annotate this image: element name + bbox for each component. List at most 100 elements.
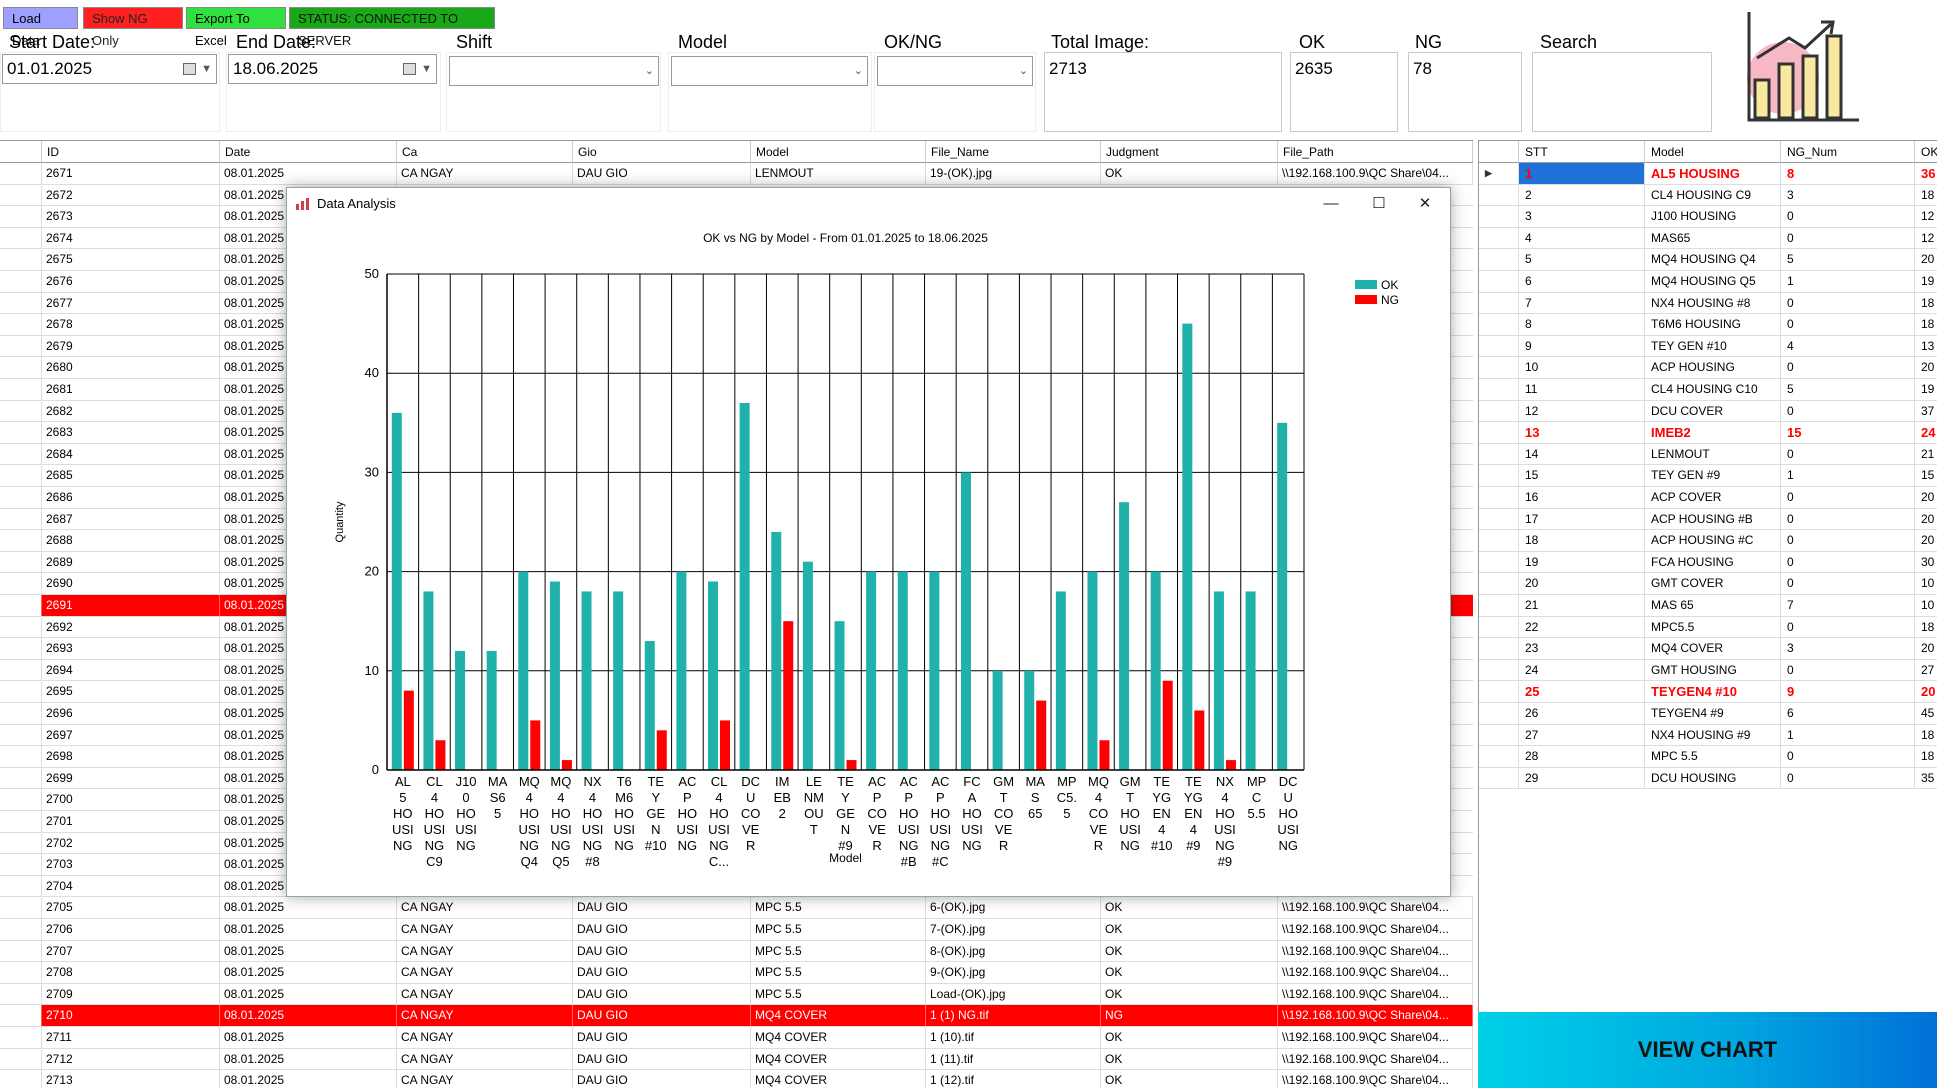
row-selector[interactable] — [1479, 595, 1519, 616]
close-button[interactable]: ✕ — [1418, 195, 1432, 212]
row-selector[interactable] — [0, 314, 42, 336]
search-input[interactable] — [1532, 52, 1712, 132]
data-analysis-dialog[interactable]: Data Analysis — ☐ ✕ OK vs NG by Model - … — [286, 187, 1451, 897]
table-row[interactable]: 2713 08.01.2025 CA NGAY DAU GIO MQ4 COVER 1 (… — [0, 1070, 1473, 1088]
row-selector[interactable] — [0, 357, 42, 379]
summary-row[interactable]: 22 MPC5.5 0 18 — [1479, 616, 1937, 639]
row-selector[interactable] — [0, 551, 42, 573]
summary-row[interactable]: 14 LENMOUT 0 21 — [1479, 443, 1937, 466]
row-selector[interactable] — [0, 163, 42, 184]
row-selector[interactable] — [0, 249, 42, 271]
row-selector[interactable] — [1479, 681, 1519, 703]
column-header[interactable]: Model — [751, 141, 926, 163]
chevron-down-icon[interactable]: ⌄ — [644, 65, 654, 77]
column-header[interactable]: File_Path — [1278, 141, 1473, 163]
row-selector[interactable] — [0, 271, 42, 292]
table-row[interactable]: 2708 08.01.2025 CA NGAY DAU GIO MPC 5.5 9-(OK… — [0, 962, 1473, 984]
column-header[interactable]: Model — [1645, 141, 1781, 163]
summary-row[interactable]: 16 ACP COVER 0 20 — [1479, 487, 1937, 509]
row-selector[interactable] — [0, 703, 42, 724]
column-header[interactable]: ID — [42, 141, 220, 163]
row-selector[interactable] — [0, 638, 42, 660]
column-header[interactable]: File_Name — [926, 141, 1101, 163]
row-selector[interactable] — [1479, 249, 1519, 271]
row-selector[interactable] — [0, 206, 42, 228]
chevron-down-icon[interactable]: ▼ — [421, 63, 432, 75]
row-selector[interactable] — [0, 962, 42, 984]
row-selector[interactable] — [0, 1070, 42, 1088]
column-header[interactable]: OK_ — [1915, 141, 1937, 163]
view-chart-button[interactable]: VIEW CHART — [1478, 1012, 1937, 1088]
column-header[interactable]: Gio — [573, 141, 751, 163]
row-selector[interactable] — [0, 595, 42, 616]
show-ng-only-button[interactable]: Show NG Only — [83, 7, 183, 48]
row-selector[interactable] — [0, 940, 42, 962]
table-row[interactable]: 2712 08.01.2025 CA NGAY DAU GIO MQ4 COVER 1 (… — [0, 1048, 1473, 1071]
row-selector[interactable] — [1479, 638, 1519, 660]
table-row[interactable]: 2709 08.01.2025 CA NGAY DAU GIO MPC 5.5 Load-… — [0, 983, 1473, 1006]
row-selector[interactable] — [1479, 335, 1519, 357]
row-selector[interactable] — [0, 659, 42, 681]
column-header[interactable]: NG_Num — [1781, 141, 1915, 163]
calendar-icon[interactable] — [403, 63, 416, 75]
summary-row[interactable]: 5 MQ4 HOUSING Q4 5 20 — [1479, 249, 1937, 271]
shift-select[interactable]: ⌄ — [449, 56, 659, 86]
row-selector[interactable] — [0, 724, 42, 746]
row-selector[interactable] — [1479, 508, 1519, 530]
summary-row[interactable]: 6 MQ4 HOUSING Q5 1 19 — [1479, 271, 1937, 293]
summary-row[interactable]: 15 TEY GEN #9 1 15 — [1479, 465, 1937, 487]
okng-select[interactable]: ⌄ — [877, 56, 1033, 86]
summary-row[interactable]: 7 NX4 HOUSING #8 0 18 — [1479, 292, 1937, 315]
summary-row[interactable]: 19 FCA HOUSING 0 30 — [1479, 551, 1937, 574]
row-selector[interactable] — [0, 422, 42, 444]
start-date-picker[interactable]: 01.01.2025 ▼ — [2, 54, 217, 84]
row-selector[interactable] — [1479, 465, 1519, 487]
column-header[interactable]: Judgment — [1101, 141, 1278, 163]
row-selector[interactable] — [0, 292, 42, 314]
row-selector[interactable] — [1479, 206, 1519, 228]
row-selector[interactable] — [1479, 314, 1519, 336]
table-row[interactable]: 2705 08.01.2025 CA NGAY DAU GIO MPC 5.5 6-(OK… — [0, 897, 1473, 919]
row-selector[interactable]: ▶ — [1479, 163, 1519, 184]
summary-row[interactable]: 8 T6M6 HOUSING 0 18 — [1479, 314, 1937, 336]
row-selector[interactable] — [1479, 659, 1519, 681]
summary-row[interactable]: 3 J100 HOUSING 0 12 — [1479, 206, 1937, 228]
table-row[interactable]: 2710 08.01.2025 CA NGAY DAU GIO MQ4 COVER 1 (… — [0, 1005, 1473, 1027]
row-selector[interactable] — [0, 854, 42, 876]
row-selector[interactable] — [1479, 422, 1519, 444]
row-selector[interactable] — [1479, 724, 1519, 746]
column-header[interactable]: Ca — [397, 141, 573, 163]
row-selector[interactable] — [1479, 767, 1519, 789]
summary-row[interactable]: 29 DCU HOUSING 0 35 — [1479, 767, 1937, 790]
row-selector[interactable] — [0, 508, 42, 530]
bar-chart-growth-icon[interactable] — [1743, 8, 1863, 126]
summary-row[interactable]: 4 MAS65 0 12 — [1479, 227, 1937, 250]
row-selector[interactable] — [1479, 530, 1519, 552]
summary-row[interactable]: 21 MAS 65 7 10 — [1479, 595, 1937, 617]
chevron-down-icon[interactable]: ⌄ — [1018, 65, 1028, 77]
row-selector[interactable] — [1479, 184, 1519, 206]
table-row[interactable]: 2711 08.01.2025 CA NGAY DAU GIO MQ4 COVER 1 (… — [0, 1027, 1473, 1049]
row-selector[interactable] — [0, 487, 42, 508]
row-selector[interactable] — [0, 875, 42, 897]
row-selector[interactable] — [0, 983, 42, 1005]
row-selector[interactable] — [0, 811, 42, 832]
row-selector[interactable] — [1479, 616, 1519, 638]
row-selector[interactable] — [1479, 746, 1519, 768]
summary-row[interactable]: 18 ACP HOUSING #C 0 20 — [1479, 530, 1937, 552]
row-selector[interactable] — [1479, 703, 1519, 724]
summary-row[interactable]: 20 GMT COVER 0 10 — [1479, 573, 1937, 595]
table-row[interactable]: 2671 08.01.2025 CA NGAY DAU GIO LENMOUT 19-(O… — [0, 163, 1473, 185]
row-selector[interactable] — [1479, 443, 1519, 465]
row-selector[interactable] — [1479, 227, 1519, 249]
column-header[interactable]: STT — [1519, 141, 1645, 163]
minimize-button[interactable]: — — [1323, 195, 1339, 212]
chevron-down-icon[interactable]: ⌄ — [853, 65, 863, 77]
row-selector[interactable] — [0, 443, 42, 465]
load-data-button[interactable]: Load Data — [3, 7, 78, 48]
summary-row[interactable]: 17 ACP HOUSING #B 0 20 — [1479, 508, 1937, 531]
row-selector[interactable] — [1479, 379, 1519, 400]
row-selector[interactable] — [0, 767, 42, 789]
row-selector[interactable] — [1479, 487, 1519, 508]
